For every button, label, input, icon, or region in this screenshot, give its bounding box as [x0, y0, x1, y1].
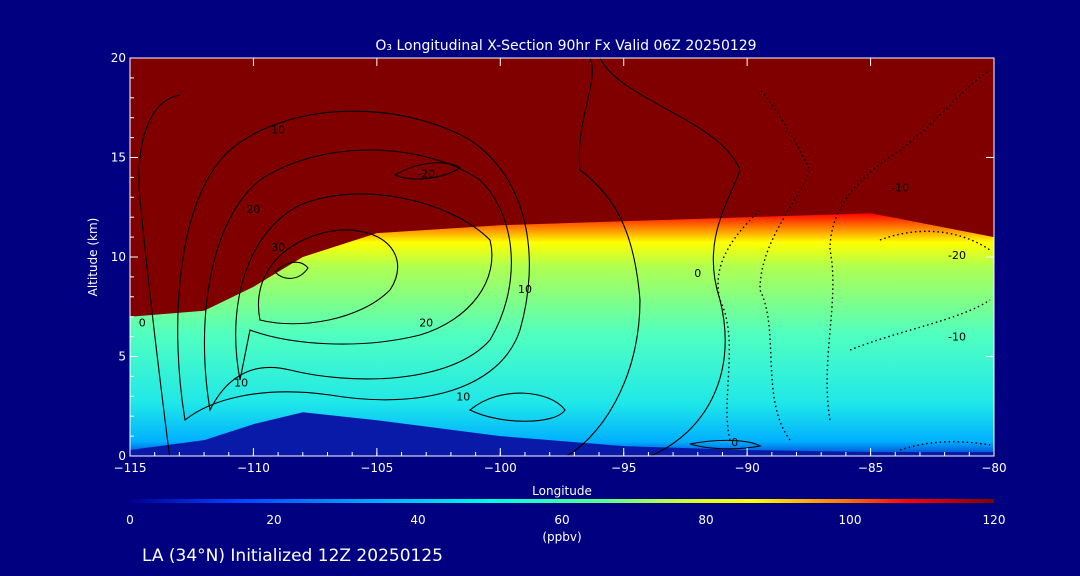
contour-label-0: 10 — [271, 124, 285, 137]
colorbar-tick-label: 20 — [266, 513, 281, 527]
contour-label-5: 20 — [419, 317, 433, 330]
contour-label-13: -10 — [948, 331, 966, 344]
colorbar-tick-label: 0 — [126, 513, 134, 527]
contour-label-11: -10 — [891, 181, 909, 194]
x-tick-label: −80 — [981, 461, 1006, 475]
y-tick-label: 0 — [118, 449, 126, 463]
y-tick-label: 15 — [111, 151, 126, 165]
contour-label-2: 20 — [246, 203, 260, 216]
contour-label-4: 0 — [139, 317, 146, 330]
contour-lines — [138, 58, 762, 456]
x-axis: −115 −110 −105 −100 −95 −90 −85 −80 — [114, 58, 1007, 475]
x-tick-label: −90 — [734, 461, 759, 475]
contour-label-6: 10 — [518, 283, 532, 296]
contour-label-7: 0 — [694, 267, 701, 280]
y-axis-label: Altitude (km) — [86, 218, 100, 297]
x-tick-label: −100 — [484, 461, 517, 475]
contour-label-1: -20 — [417, 167, 435, 180]
x-tick-label: −85 — [858, 461, 883, 475]
contour-label-9: 10 — [456, 390, 470, 403]
contour-label-10: 0 — [731, 436, 738, 449]
contour-labels: 10 -20 20 30 0 20 10 0 10 10 0 -10 -20 -10 — [139, 124, 966, 450]
y-tick-label: 5 — [118, 350, 126, 364]
dotted-contour-lines — [717, 69, 991, 451]
chart-title: O₃ Longitudinal X-Section 90hr Fx Valid … — [375, 38, 756, 54]
colorbar-tick-label: 120 — [983, 513, 1006, 527]
contour-label-12: -20 — [948, 249, 966, 262]
colorbar-tick-label: 80 — [698, 513, 713, 527]
ozone-field — [130, 213, 994, 456]
plot-area: 10 -20 20 30 0 20 10 0 10 10 0 -10 -20 -10 — [130, 58, 994, 456]
colorbar-tick-label: 100 — [839, 513, 862, 527]
x-tick-label: −110 — [237, 461, 270, 475]
x-tick-label: −115 — [114, 461, 147, 475]
contour-label-3: 30 — [271, 241, 285, 254]
y-tick-label: 20 — [111, 51, 126, 65]
x-tick-label: −105 — [360, 461, 393, 475]
colorbar-tick-label: 60 — [554, 513, 569, 527]
footer-initialization-text: LA (34°N) Initialized 12Z 20250125 — [142, 546, 443, 566]
x-axis-label: Longitude — [532, 484, 592, 498]
colorbar — [130, 499, 994, 503]
terrain — [130, 412, 994, 456]
y-tick-label: 10 — [111, 250, 126, 264]
x-tick-label: −95 — [611, 461, 636, 475]
colorbar-unit-label: (ppbv) — [542, 530, 581, 544]
y-axis: 0 5 10 15 20 — [111, 51, 994, 463]
colorbar-tick-label: 40 — [410, 513, 425, 527]
contour-label-8: 10 — [234, 376, 248, 389]
colorbar-ticks: 0 20 40 60 80 100 120 — [126, 513, 1005, 527]
